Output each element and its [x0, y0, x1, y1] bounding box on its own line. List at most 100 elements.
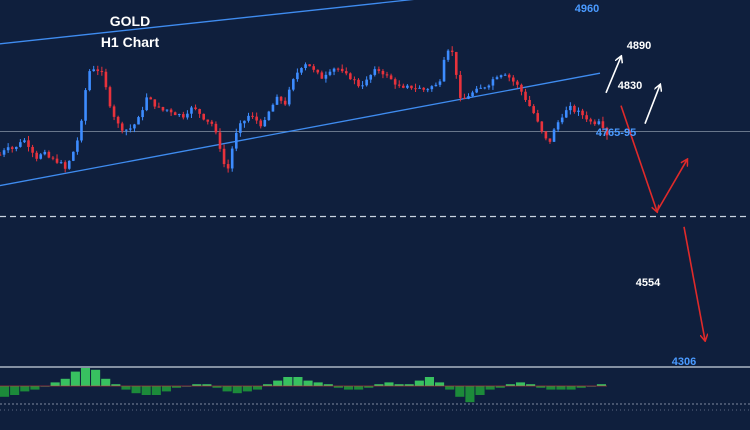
- chart-title: GOLD: [110, 13, 150, 29]
- candle: [100, 66, 104, 76]
- histogram-bar: [364, 386, 374, 388]
- candle: [450, 46, 454, 57]
- candle: [349, 72, 352, 80]
- candle-body: [385, 74, 389, 76]
- candle: [80, 119, 83, 143]
- candle: [556, 120, 560, 133]
- candle-body: [560, 117, 564, 123]
- histogram-bar: [465, 386, 475, 403]
- candle: [243, 120, 246, 128]
- histogram-bar: [485, 386, 495, 390]
- candle-body: [304, 64, 307, 69]
- histogram-bar: [343, 386, 354, 390]
- candle-body: [6, 147, 10, 151]
- candle: [72, 151, 75, 162]
- level-label-4554: 4554: [636, 277, 661, 289]
- candle: [410, 85, 413, 90]
- candle: [88, 69, 91, 92]
- candle-body: [271, 104, 275, 112]
- candle-body: [467, 96, 470, 99]
- candle-body: [177, 114, 181, 116]
- candle: [84, 88, 87, 125]
- candle-body: [312, 66, 315, 70]
- candle: [92, 65, 95, 72]
- candle-body: [418, 87, 421, 89]
- candle-body: [406, 85, 409, 88]
- candle-body: [267, 111, 271, 121]
- candle-body: [263, 120, 267, 127]
- forecast-arrow-0: [605, 57, 621, 94]
- candle-body: [96, 69, 100, 72]
- candle: [129, 124, 132, 133]
- candle-body: [446, 50, 450, 60]
- candle-body: [2, 150, 6, 155]
- candle: [593, 119, 597, 126]
- candle: [385, 71, 389, 78]
- candle-body: [430, 86, 434, 90]
- candle: [459, 70, 462, 102]
- candle-body: [324, 74, 328, 79]
- candle: [23, 138, 26, 143]
- candle-body: [14, 146, 18, 149]
- candle: [544, 131, 548, 141]
- candle: [234, 128, 238, 152]
- candle-body: [206, 119, 210, 122]
- histogram-bar: [212, 386, 222, 388]
- candle-body: [507, 74, 511, 78]
- candle-body: [124, 129, 128, 131]
- candle: [19, 139, 22, 148]
- candle: [560, 113, 564, 125]
- candle: [55, 154, 59, 164]
- candle-body: [569, 105, 572, 111]
- candle: [141, 106, 144, 121]
- candle: [116, 115, 120, 128]
- candle-body: [104, 71, 108, 88]
- candle-body: [239, 123, 242, 133]
- candle-body: [59, 162, 63, 164]
- histogram-bar: [445, 386, 455, 390]
- candle-body: [108, 87, 112, 107]
- histogram-bar: [515, 382, 526, 386]
- candle: [381, 69, 385, 79]
- candle-body: [67, 160, 71, 169]
- candle-body: [243, 120, 246, 124]
- candle-body: [320, 72, 324, 79]
- candle: [63, 160, 67, 173]
- candle-body: [51, 157, 55, 159]
- candle-body: [222, 148, 226, 165]
- candle-body: [251, 115, 254, 117]
- candle-body: [495, 77, 499, 80]
- candle-body: [35, 152, 38, 159]
- candle: [31, 144, 34, 158]
- candle: [564, 106, 568, 118]
- candle-body: [585, 115, 588, 120]
- candle: [528, 95, 531, 107]
- histogram-bar: [151, 386, 161, 395]
- candle-body: [438, 81, 442, 85]
- candle: [361, 81, 364, 90]
- candle-body: [471, 92, 474, 97]
- histogram-bar: [394, 384, 404, 386]
- candle: [340, 64, 344, 73]
- candle-body: [349, 73, 352, 80]
- candle-body: [605, 127, 609, 136]
- candle: [499, 74, 503, 79]
- candle-body: [100, 71, 104, 73]
- candle-body: [259, 120, 263, 127]
- candle-body: [581, 110, 584, 116]
- candle-body: [31, 146, 34, 153]
- candle: [365, 76, 368, 87]
- candle-body: [39, 154, 43, 159]
- candle: [605, 126, 609, 140]
- candle: [194, 104, 197, 111]
- candle-body: [573, 105, 576, 112]
- histogram-bar: [475, 386, 485, 395]
- candle: [222, 144, 226, 168]
- candle: [112, 104, 116, 121]
- candle: [336, 67, 340, 72]
- candle: [520, 83, 523, 96]
- candle: [255, 112, 258, 124]
- candle-body: [340, 68, 344, 72]
- candle-body: [336, 68, 340, 70]
